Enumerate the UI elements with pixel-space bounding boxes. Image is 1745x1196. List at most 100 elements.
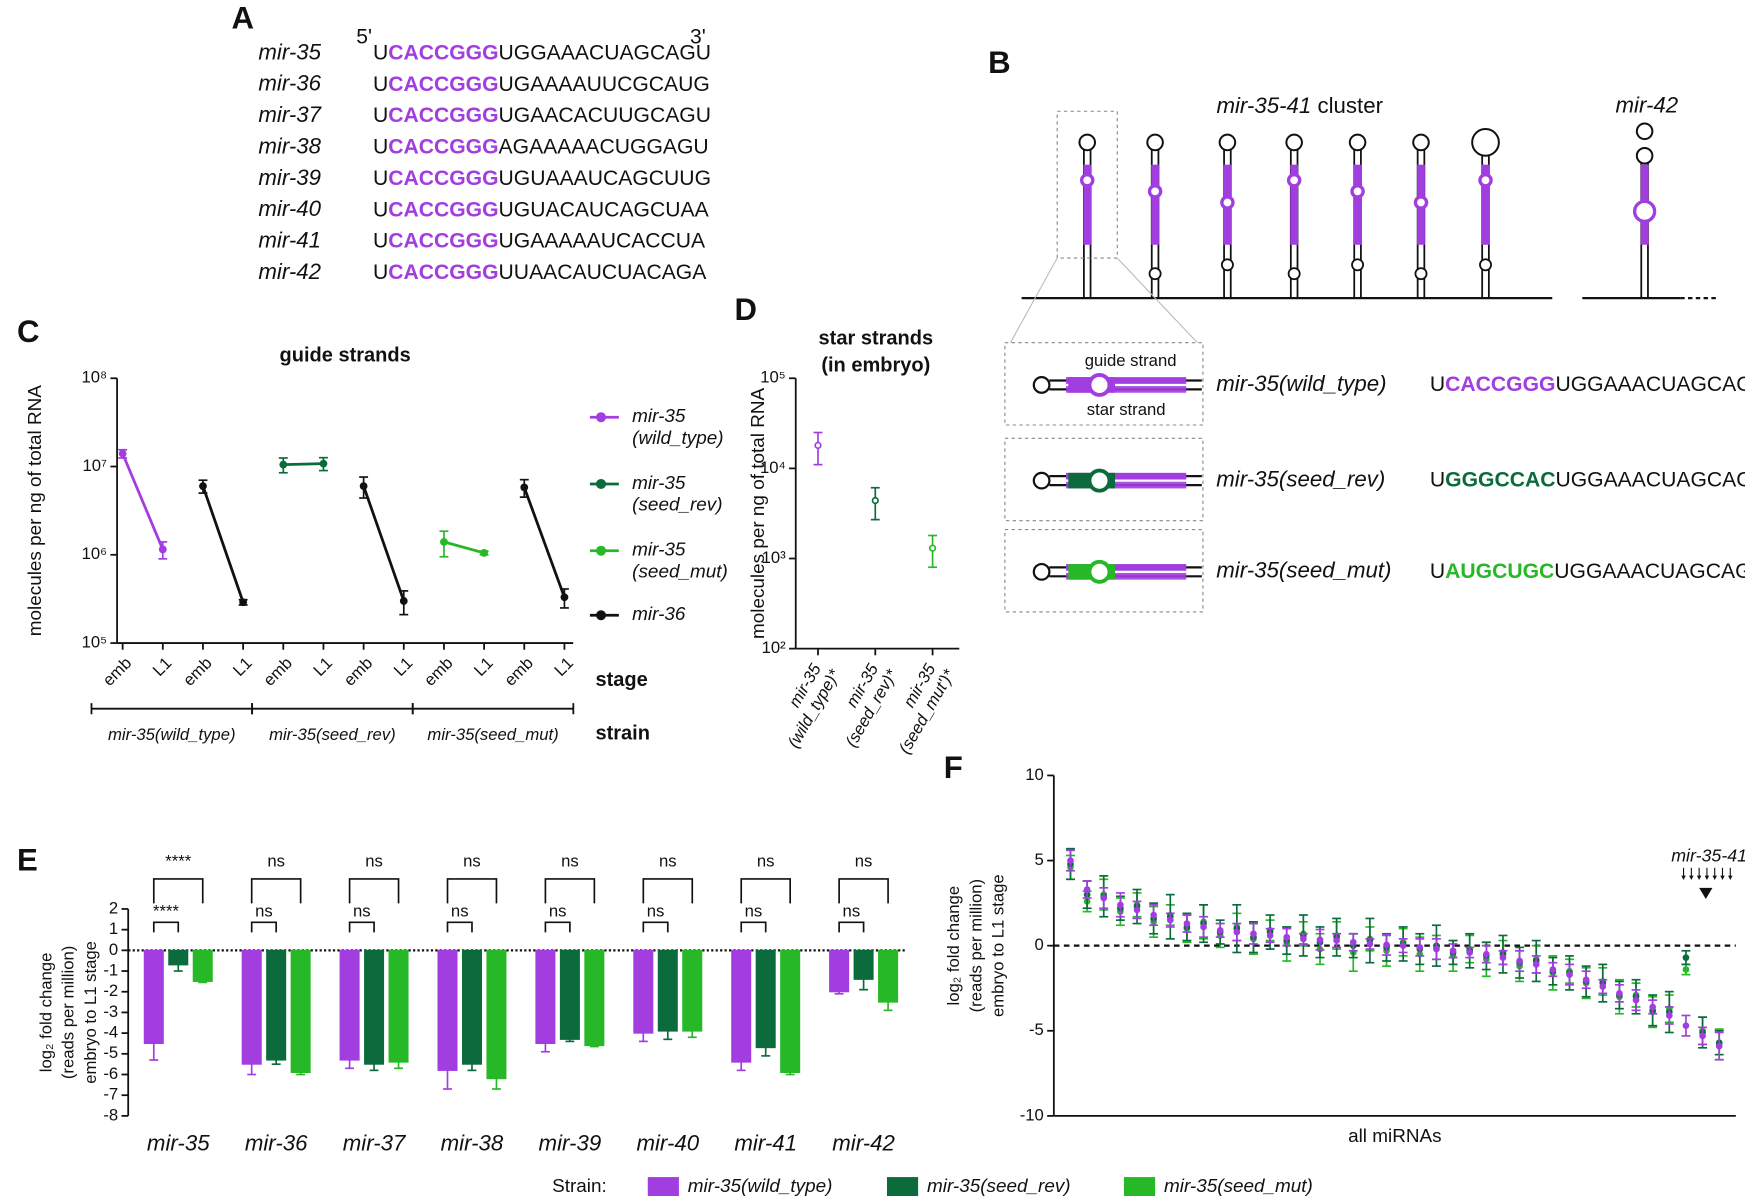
- arrow-head: [1689, 875, 1694, 881]
- mirna-name: mir-41: [258, 228, 321, 253]
- y-tick-label: -7: [103, 1085, 118, 1104]
- data-point: [1532, 961, 1540, 968]
- x-tick-label: L1: [470, 653, 497, 680]
- guide-strand: [1066, 472, 1187, 480]
- arrow-head: [1720, 875, 1725, 881]
- sequence-part: UGAAAAUUCGCAUG: [499, 72, 710, 95]
- y-tick-label: 10: [1025, 765, 1044, 784]
- series-line: [443, 540, 485, 555]
- legend-label: mir-35 (seed_rev): [632, 473, 722, 516]
- data-point: [279, 460, 288, 469]
- data-point: [440, 538, 448, 546]
- data-point: [1283, 933, 1291, 941]
- sequence-part: U: [1430, 559, 1445, 582]
- y-tick-label: 10²: [762, 638, 787, 657]
- panel-label: C: [17, 314, 40, 349]
- y-tick-label: 0: [109, 940, 118, 959]
- significance-bracket: [642, 921, 669, 933]
- sequence-part: CACCGGG: [388, 198, 498, 221]
- significance-bracket: [446, 878, 498, 904]
- sequence-part: AUGCUGC: [1445, 559, 1554, 582]
- significance-label: ns: [855, 852, 873, 871]
- x-tick-label: mir-36: [245, 1131, 308, 1156]
- data-point: [1233, 928, 1241, 936]
- chart-subtitle: (in embryo): [821, 354, 930, 376]
- data-point: [1516, 957, 1523, 965]
- y-axis-label: embryo to L1 stage: [989, 874, 1008, 1017]
- mirna-name: mir-42: [258, 259, 321, 284]
- legend-title: Strain:: [552, 1176, 607, 1196]
- legend-marker: [596, 412, 607, 423]
- bar: [461, 949, 482, 1065]
- significance-label: ns: [757, 852, 775, 871]
- mature-strand: [1151, 164, 1159, 245]
- sequence-part: U: [373, 166, 388, 189]
- x-tick-label: mir-39: [539, 1131, 602, 1156]
- y-tick-label: 10⁸: [81, 368, 107, 387]
- data-point: [480, 549, 488, 557]
- y-tick-label: -6: [103, 1064, 118, 1083]
- duplex-bulge: [1087, 468, 1112, 493]
- series-line: [283, 462, 324, 467]
- data-point: [560, 593, 569, 602]
- significance-label: ns: [255, 902, 273, 921]
- legend-swatch: [886, 1177, 919, 1196]
- bar: [682, 949, 703, 1032]
- sequence: UCACCGGGUGGAAACUAGCAGU: [1430, 373, 1745, 396]
- star-strand: [1066, 386, 1187, 393]
- loop: [1471, 128, 1500, 157]
- data-point: [1300, 935, 1307, 943]
- y-tick-label: 10⁴: [760, 458, 786, 477]
- x-tick-label: mir-42: [832, 1131, 895, 1156]
- loop: [1146, 133, 1164, 152]
- y-tick-label: -2: [103, 981, 118, 1000]
- sequence-part: UGGAAACUAGCAGU: [1554, 559, 1745, 582]
- lower-bulge: [1351, 258, 1365, 272]
- mature-strand: [1481, 164, 1490, 245]
- star-label: star strand: [1087, 400, 1166, 419]
- mature-strand: [1290, 164, 1299, 245]
- sequence: UAUGCUGCUGGAAACUAGCAGU: [1430, 559, 1745, 582]
- data-point: [158, 545, 167, 554]
- loop: [1635, 122, 1654, 141]
- legend-marker: [596, 478, 607, 489]
- x-tick-label: L1: [229, 653, 256, 680]
- lower-bulge: [1148, 267, 1162, 281]
- arrow-head: [1712, 875, 1717, 881]
- series-line: [201, 485, 566, 603]
- bulge: [1147, 184, 1163, 199]
- loop: [1635, 146, 1654, 165]
- significance-bracket: [152, 878, 204, 904]
- data-point: [1100, 894, 1108, 902]
- y-tick-label: 5: [1035, 850, 1044, 869]
- bar: [535, 949, 556, 1045]
- stage-label: stage: [595, 669, 647, 691]
- text-line: mir-35: [632, 473, 690, 494]
- sequence-part: UUAACAUCUACAGA: [499, 261, 708, 284]
- mature-strand: [1353, 164, 1362, 245]
- significance-bracket: [544, 921, 571, 933]
- data-point: [1499, 954, 1507, 961]
- x-tick-label: emb: [99, 653, 135, 689]
- x-tick-label: mir-41: [734, 1131, 797, 1156]
- single-name: mir-42: [1616, 93, 1679, 118]
- group-row-label: strain: [595, 723, 650, 745]
- significance-bracket: [250, 921, 278, 933]
- significance-label: ns: [353, 902, 371, 921]
- data-point: [1266, 932, 1274, 939]
- significance-bracket: [838, 921, 865, 933]
- significance-label: ns: [843, 902, 861, 921]
- y-tick-label: 10⁵: [82, 632, 107, 651]
- annotation: mir-35-41: [1671, 845, 1745, 865]
- x-tick-label: emb: [501, 653, 537, 689]
- significance-label: ns: [463, 852, 481, 871]
- cluster-name: mir-35-41: [1216, 93, 1311, 118]
- data-point: [239, 598, 248, 607]
- cluster-title: mir-35-41 cluster: [1216, 93, 1383, 118]
- bulge: [1413, 195, 1429, 210]
- data-point: [1250, 930, 1257, 938]
- significance-label: ns: [745, 902, 763, 921]
- legend-label: mir-35(seed_mut): [1164, 1176, 1313, 1196]
- strain-name: mir-35(seed_rev): [1216, 467, 1385, 492]
- data-point: [1433, 945, 1440, 953]
